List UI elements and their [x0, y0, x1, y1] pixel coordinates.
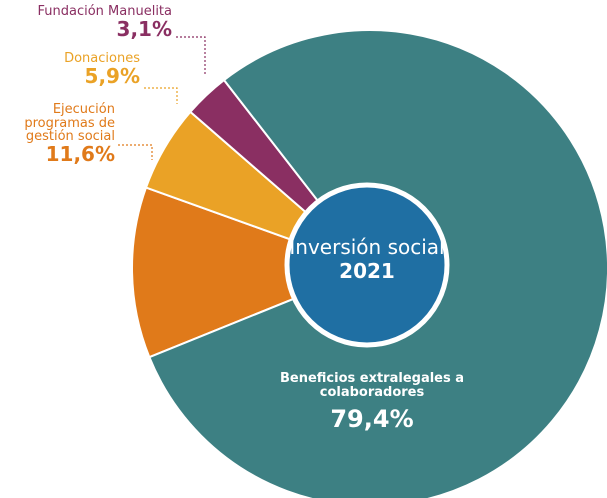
value-label: 79,4%	[330, 405, 414, 434]
pie	[131, 29, 607, 498]
category-label: Donaciones	[64, 51, 140, 66]
leader-line	[144, 87, 178, 104]
leader-line	[176, 36, 206, 76]
category-label: Fundación Manuelita	[37, 4, 173, 19]
value-label: 11,6%	[45, 141, 115, 166]
slice-label: Ejecución programas de gestión social 11,…	[0, 103, 115, 165]
value-label: 3,1%	[116, 16, 172, 41]
value-label: 5,9%	[84, 63, 140, 88]
slice-label: Fundación Manuelita 3,1%	[38, 5, 173, 40]
category-label: Beneficios extralegales a colaboradores	[279, 371, 465, 400]
center-subtitle: 2021	[339, 259, 395, 283]
center-title: Inversión social	[289, 235, 445, 259]
slice-label: Beneficios extralegales a colaboradores 7…	[262, 372, 482, 432]
leader-line	[118, 144, 153, 160]
center-label: Inversión social 2021	[287, 185, 447, 283]
pie-slice	[131, 186, 373, 359]
slice-label: Donaciones 5,9%	[64, 52, 140, 87]
category-label: Ejecución programas de gestión social	[24, 102, 115, 145]
center-circle	[284, 182, 450, 348]
